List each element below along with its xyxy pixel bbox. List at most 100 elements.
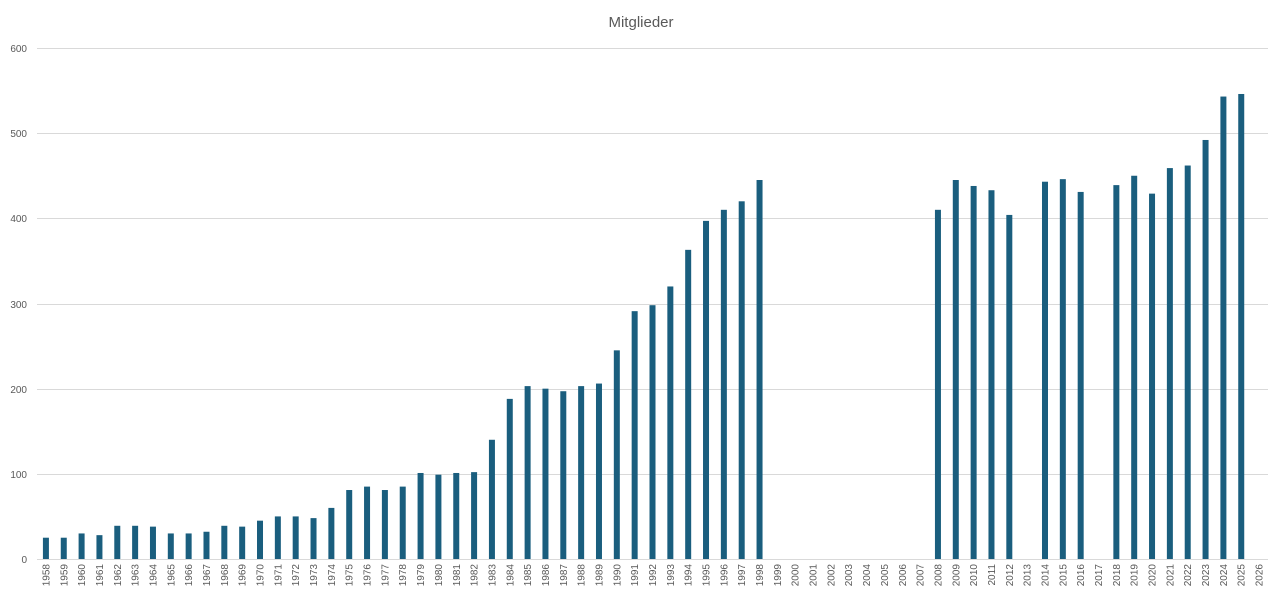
bar-1967: [203, 531, 210, 559]
bar-1994: [685, 249, 692, 559]
x-tick-label: 1984: [505, 564, 516, 587]
x-tick-label: 1968: [220, 564, 231, 587]
bar-1969: [239, 526, 246, 559]
y-tick-label: 0: [21, 555, 27, 566]
bar-1959: [60, 537, 67, 559]
x-tick-label: 1972: [291, 564, 302, 587]
bar-2008: [934, 209, 941, 560]
x-tick-label: 1971: [273, 564, 284, 587]
y-tick-label: 300: [10, 300, 27, 311]
x-tick-label: 2021: [1165, 564, 1176, 587]
x-tick-label: 2008: [933, 564, 944, 587]
x-tick-label: 1982: [470, 564, 481, 587]
bar-1964: [149, 526, 156, 559]
bar-1997: [738, 201, 745, 560]
x-tick-label: 1961: [95, 564, 106, 587]
bar-2022: [1184, 165, 1191, 559]
bar-1990: [613, 350, 620, 559]
x-tick-label: 1960: [77, 564, 88, 587]
x-tick-label: 1987: [559, 564, 570, 587]
bar-2024: [1220, 96, 1227, 560]
bar-1961: [96, 535, 103, 559]
bar-2020: [1149, 193, 1156, 559]
bar-1978: [399, 486, 406, 559]
bars: [42, 93, 1245, 560]
bar-1970: [257, 520, 264, 559]
bar-1958: [42, 537, 49, 559]
x-tick-label: 1975: [345, 564, 356, 587]
x-tick-label: 2005: [880, 564, 891, 587]
x-tick-label: 1964: [148, 564, 159, 587]
bar-2015: [1059, 179, 1066, 559]
bar-1991: [631, 311, 638, 559]
x-tick-label: 1963: [131, 564, 142, 587]
bar-1963: [132, 525, 139, 559]
bar-2019: [1131, 175, 1138, 559]
y-tick-label: 600: [10, 44, 27, 55]
x-tick-label: 1979: [416, 564, 427, 587]
bar-1998: [756, 180, 763, 559]
x-tick-label: 2000: [791, 564, 802, 587]
bar-1988: [578, 386, 585, 559]
x-tick-label: 1992: [648, 564, 659, 587]
bar-1986: [542, 388, 549, 559]
x-tick-label: 1988: [577, 564, 588, 587]
x-tick-label: 1990: [612, 564, 623, 587]
y-tick-label: 400: [10, 214, 27, 225]
x-tick-label: 2013: [1023, 564, 1034, 587]
y-tick-label: 200: [10, 385, 27, 396]
x-tick-label: 1989: [594, 564, 605, 587]
x-tick-label: 1962: [113, 564, 124, 587]
bar-1962: [114, 525, 121, 559]
x-tick-label: 2019: [1130, 564, 1141, 587]
x-tick-label: 1976: [363, 564, 374, 587]
bar-1985: [524, 386, 531, 559]
x-tick-label: 1974: [327, 564, 338, 587]
bar-1996: [720, 209, 727, 560]
bar-1989: [595, 383, 602, 559]
bar-1987: [560, 391, 567, 559]
bar-2023: [1202, 139, 1209, 560]
bar-1980: [435, 474, 442, 559]
x-tick-label: 2016: [1076, 564, 1087, 587]
bar-2012: [1006, 214, 1013, 559]
x-tick-label: 1967: [202, 564, 213, 587]
y-tick-label: 500: [10, 129, 27, 140]
x-tick-label: 1966: [184, 564, 195, 587]
bar-2009: [952, 180, 959, 559]
bar-2011: [988, 190, 995, 559]
x-tick-label: 2009: [951, 564, 962, 587]
bar-1993: [667, 286, 674, 559]
bar-2025: [1238, 93, 1245, 560]
y-tick-label: 100: [10, 470, 27, 481]
x-tick-label: 1993: [666, 564, 677, 587]
x-tick-label: 2014: [1040, 564, 1051, 587]
bar-1983: [488, 439, 495, 559]
x-tick-label: 2024: [1219, 564, 1230, 587]
x-tick-label: 1985: [523, 564, 534, 587]
bar-1974: [328, 507, 335, 559]
bar-1981: [453, 472, 460, 559]
x-tick-label: 2001: [809, 564, 820, 587]
x-tick-label: 2004: [862, 564, 873, 587]
x-tick-label: 1978: [398, 564, 409, 587]
bar-2018: [1113, 185, 1120, 559]
x-tick-label: 2006: [898, 564, 909, 587]
x-tick-label: 2018: [1112, 564, 1123, 587]
bar-2014: [1041, 181, 1048, 559]
x-tick-label: 1999: [773, 564, 784, 587]
x-tick-label: 1996: [719, 564, 730, 587]
x-tick-label: 2015: [1058, 564, 1069, 587]
x-tick-label: 1991: [630, 564, 641, 587]
chart-title: Mitglieder: [608, 14, 673, 31]
bar-1971: [274, 516, 281, 559]
x-tick-label: 1965: [166, 564, 177, 587]
x-tick-label: 1986: [541, 564, 552, 587]
x-tick-label: 2012: [1005, 564, 1016, 587]
bar-1972: [292, 516, 299, 559]
x-tick-label: 2020: [1148, 564, 1159, 587]
bar-1976: [364, 486, 371, 559]
x-tick-label: 1969: [238, 564, 249, 587]
x-tick-label: 1983: [487, 564, 498, 587]
